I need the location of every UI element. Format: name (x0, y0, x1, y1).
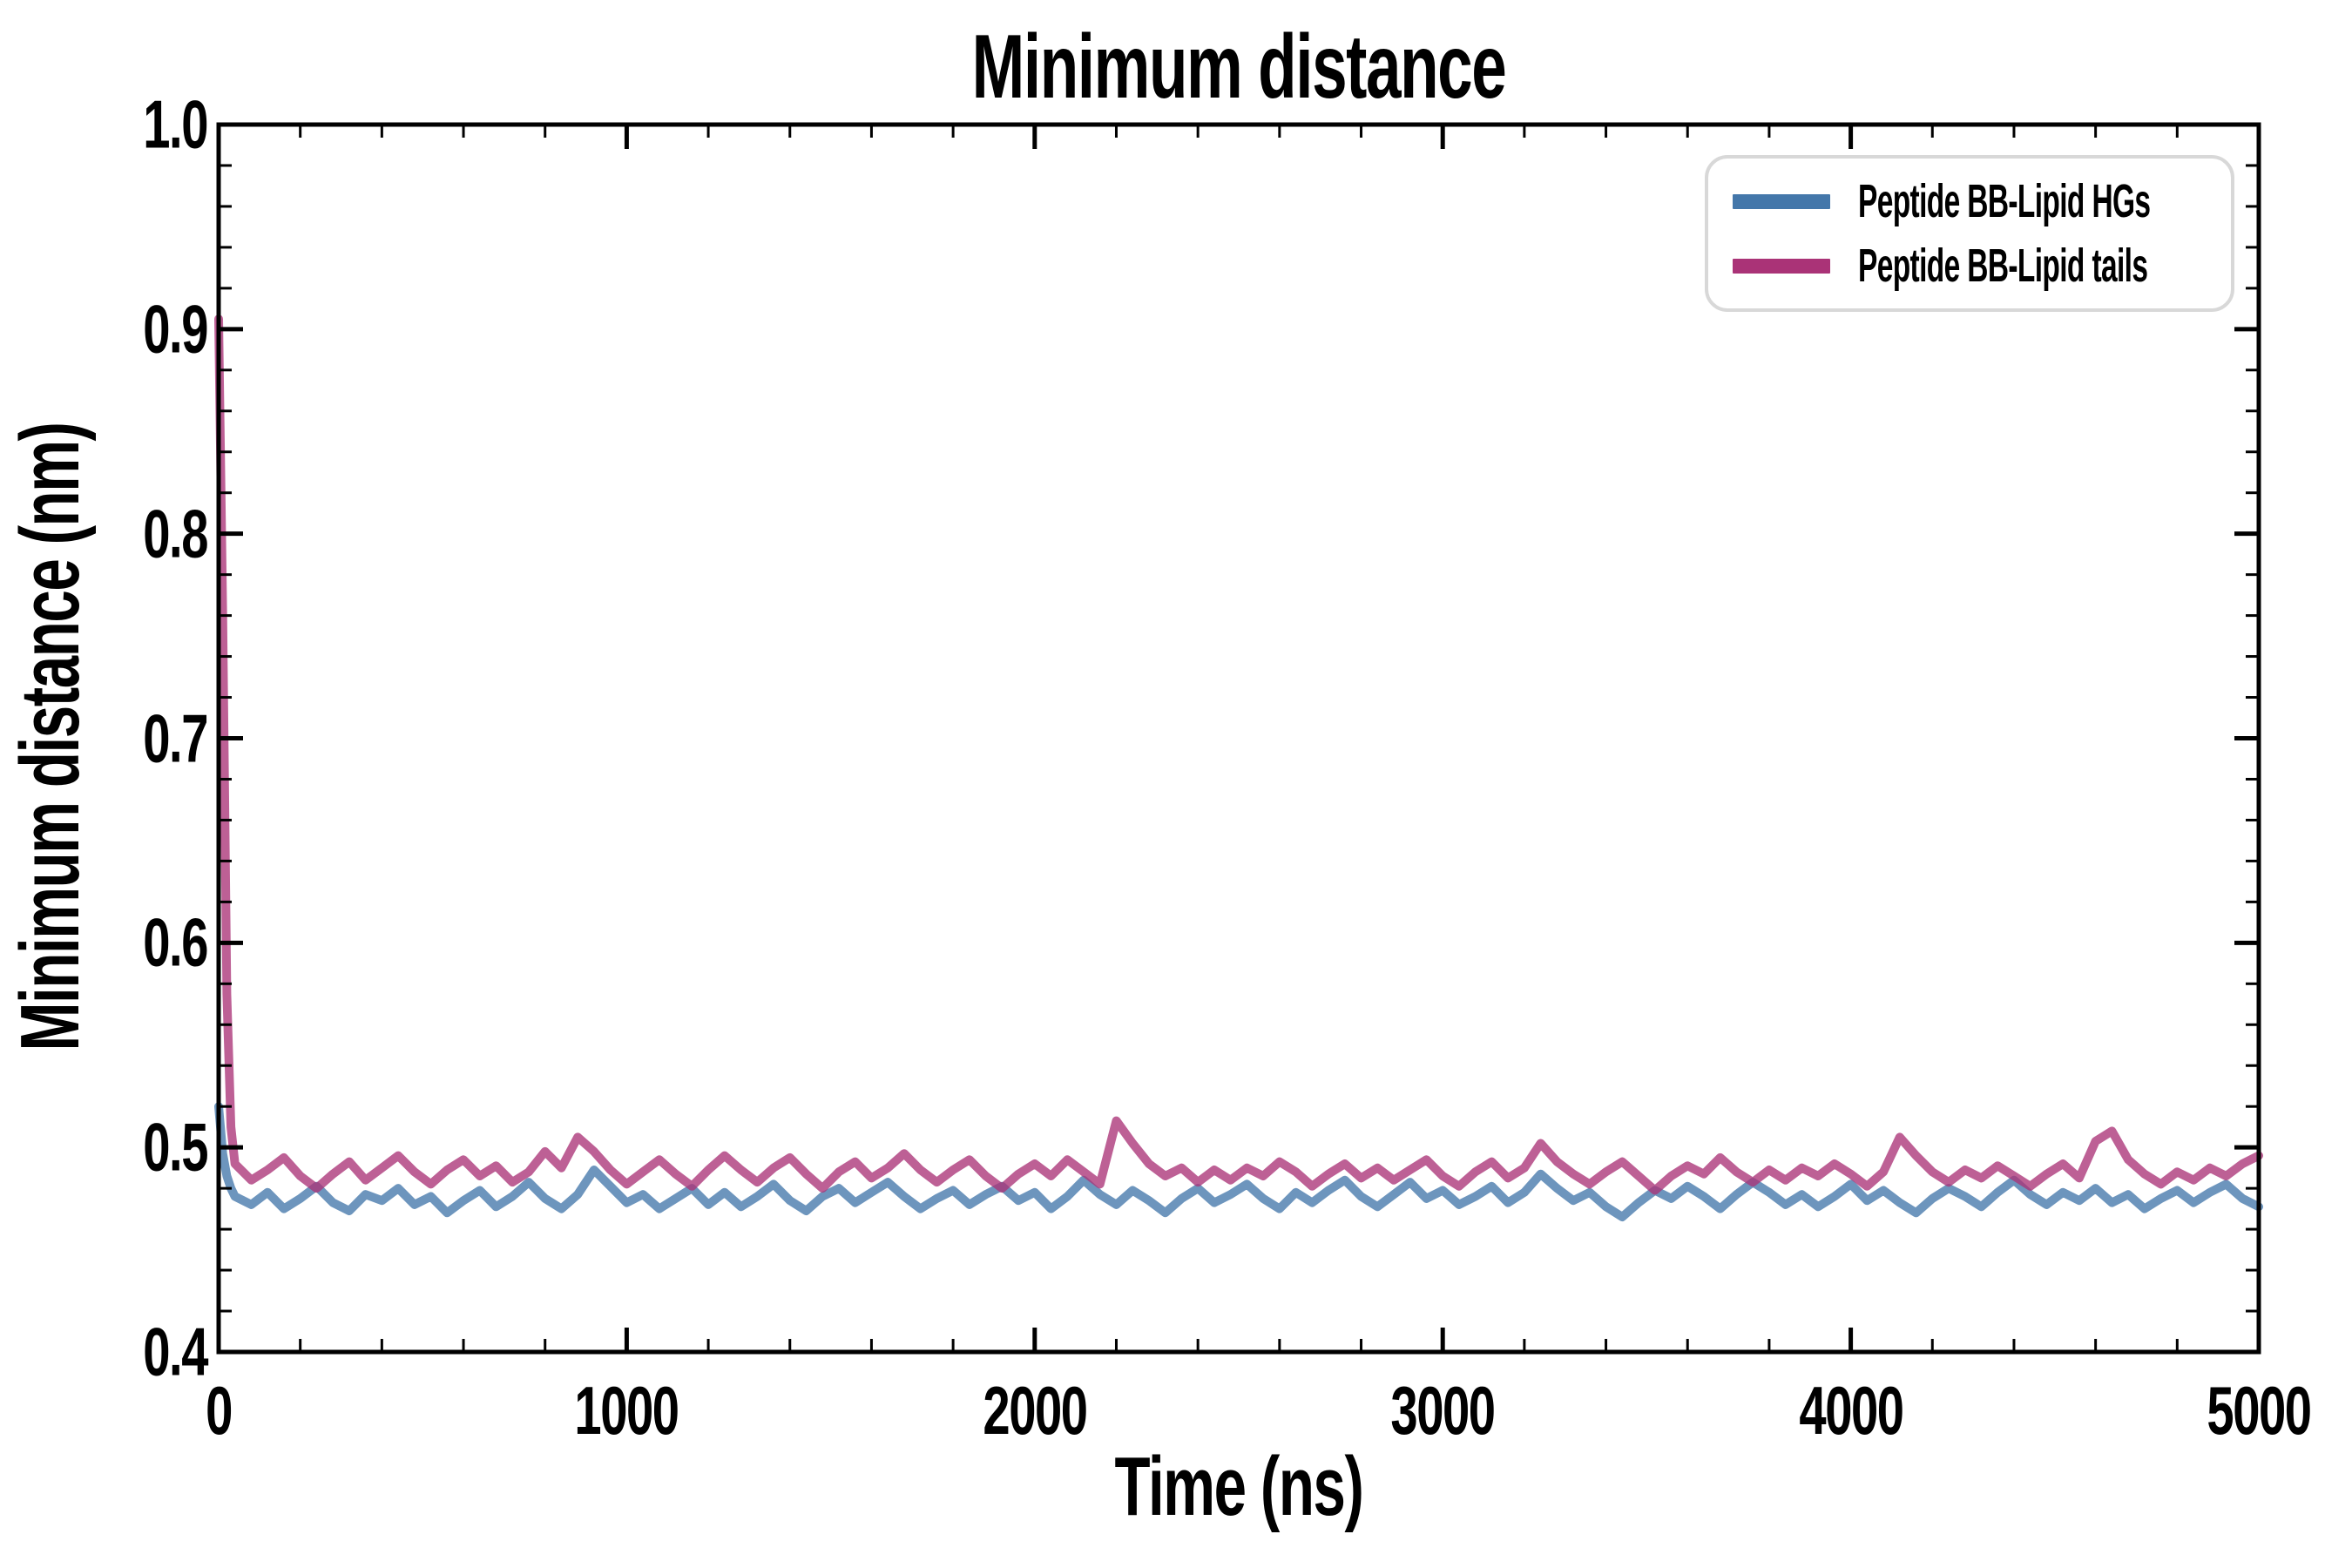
series-line-peptide-bb-lipid-tails (214, 314, 2263, 1195)
x-tick-label: 1000 (574, 1372, 680, 1449)
y-tick-label: 0.4 (143, 1313, 208, 1390)
x-axis-label: Time (ns) (1114, 1440, 1364, 1533)
series-line-peptide-bb-lipid-hgs (214, 1102, 2263, 1221)
y-tick-label: 0.8 (143, 495, 208, 572)
legend-item-peptide-bb-lipid-hgs: Peptide BB-Lipid HGs (1733, 174, 2207, 228)
y-tick-label: 0.5 (143, 1108, 208, 1186)
x-tick-label: 5000 (2207, 1372, 2312, 1449)
y-tick-label: 1.0 (143, 85, 208, 163)
x-tick-label: 4000 (1799, 1372, 1904, 1449)
legend-item-peptide-bb-lipid-tails: Peptide BB-Lipid tails (1733, 239, 2207, 293)
y-axis-label: Minimum distance (nm) (3, 422, 97, 1051)
legend: Peptide BB-Lipid HGs Peptide BB-Lipid ta… (1705, 155, 2234, 312)
y-tick-label: 0.7 (143, 700, 208, 776)
legend-swatch-tails (1733, 258, 1830, 274)
legend-label-tails: Peptide BB-Lipid tails (1858, 240, 2148, 292)
x-tick-label: 0 (206, 1372, 233, 1449)
y-tick-label: 0.9 (143, 290, 208, 368)
x-tick-label: 3000 (1390, 1372, 1497, 1449)
legend-swatch-hgs (1733, 193, 1830, 209)
chart-title: Minimum distance (971, 17, 1507, 118)
legend-label-hgs: Peptide BB-Lipid HGs (1858, 175, 2151, 227)
x-tick-label: 2000 (983, 1372, 1088, 1449)
y-tick-label: 0.6 (143, 903, 208, 981)
